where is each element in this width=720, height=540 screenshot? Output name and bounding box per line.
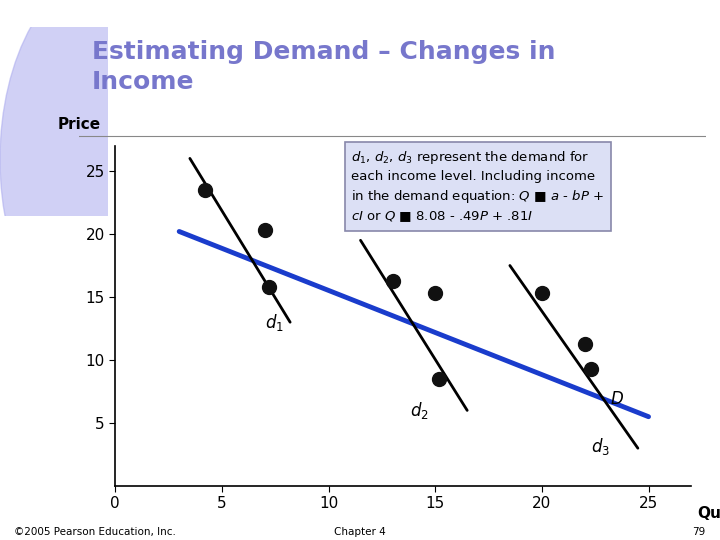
Point — [585, 364, 597, 373]
Text: $\mathit{d}_1$: $\mathit{d}_1$ — [264, 312, 284, 333]
Text: Chapter 4: Chapter 4 — [334, 526, 386, 537]
Point — [387, 276, 398, 285]
Point — [433, 375, 445, 383]
Text: ©2005 Pearson Education, Inc.: ©2005 Pearson Education, Inc. — [14, 526, 176, 537]
Point — [263, 282, 274, 291]
Ellipse shape — [0, 0, 216, 348]
Point — [258, 226, 270, 234]
Text: 79: 79 — [693, 526, 706, 537]
Text: Quantity: Quantity — [697, 507, 720, 522]
Text: $\mathit{d}_1$, $\mathit{d}_2$, $\mathit{d}_3$ represent the demand for
each inc: $\mathit{d}_1$, $\mathit{d}_2$, $\mathit… — [351, 149, 604, 224]
Point — [536, 289, 548, 298]
Text: Estimating Demand – Changes in
Income: Estimating Demand – Changes in Income — [91, 40, 555, 94]
Point — [199, 186, 210, 194]
Text: Price: Price — [58, 117, 101, 132]
Text: $\mathit{d}_3$: $\mathit{d}_3$ — [591, 436, 610, 457]
Point — [579, 339, 590, 348]
Text: $D$: $D$ — [610, 390, 624, 408]
Point — [429, 289, 441, 298]
Text: $\mathit{d}_2$: $\mathit{d}_2$ — [410, 400, 428, 421]
